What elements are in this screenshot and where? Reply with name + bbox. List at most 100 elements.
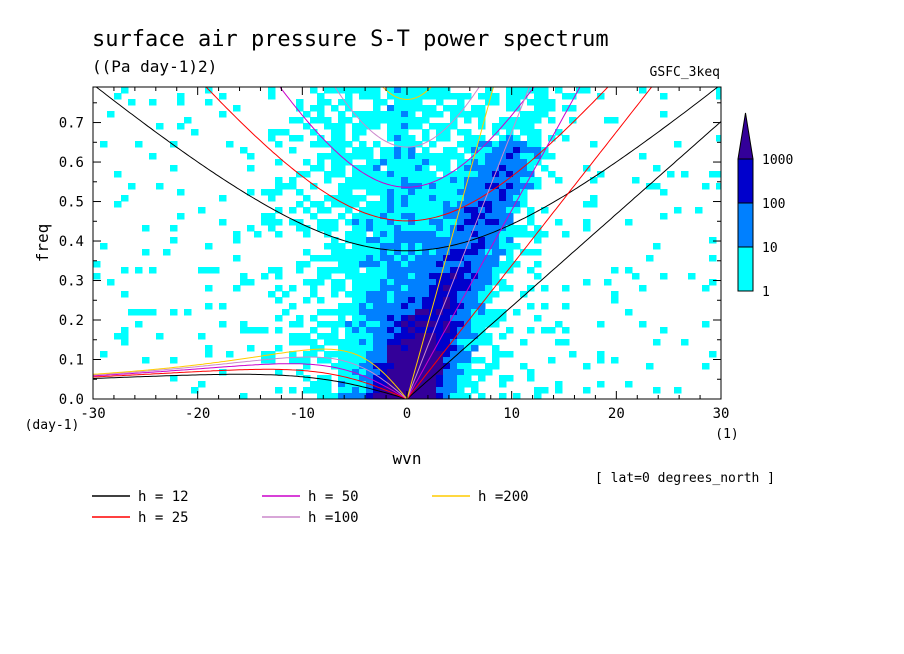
heatmap-cell [338,279,346,286]
heatmap-cell [338,369,346,376]
heatmap-cell [702,321,710,328]
heatmap-cell [324,267,332,274]
heatmap-cell [338,213,346,220]
heatmap-cell [506,123,514,130]
heatmap-cell [380,303,388,310]
heatmap-cell [366,153,374,160]
heatmap-cell [401,123,409,130]
heatmap-cell [394,243,402,250]
heatmap-cell [373,207,381,214]
heatmap-cell [436,309,444,316]
heatmap-cell [331,333,339,340]
heatmap-cell [394,369,402,376]
kelvin-wave-curve [406,121,721,399]
heatmap-cell [485,339,493,346]
heatmap-cell [597,171,605,178]
heatmap-cell [408,285,416,292]
rossby-wave-curve [93,348,408,399]
heatmap-cell [443,267,451,274]
heatmap-cell [394,285,402,292]
heatmap-cell [394,255,402,262]
heatmap-cell [401,279,409,286]
heatmap-cell [408,297,416,304]
heatmap-cell [457,267,465,274]
heatmap-cell [464,285,472,292]
heatmap-cell [373,339,381,346]
heatmap-cell [366,297,374,304]
heatmap-cell [373,111,381,118]
x-tick-label: 0 [403,406,411,422]
heatmap-cell [457,297,465,304]
heatmap-cell [429,225,437,232]
heatmap-cell [324,309,332,316]
heatmap-cell [485,333,493,340]
heatmap-cell [464,219,472,226]
heatmap-cell [415,207,423,214]
heatmap-cell [478,141,486,148]
heatmap-cell [499,147,507,154]
heatmap-cell [660,189,668,196]
heatmap-cell [359,261,367,268]
heatmap-cell [345,117,353,124]
heatmap-cell [457,339,465,346]
heatmap-cell [366,327,374,334]
heatmap-cell [422,201,430,208]
heatmap-cell [569,351,577,358]
heatmap-cell [268,213,276,220]
heatmap-cell [352,183,360,190]
heatmap-cell [499,381,507,388]
heatmap-cell [331,141,339,148]
heatmap-cell [380,243,388,250]
heatmap-cell [401,303,409,310]
heatmap-cell [464,357,472,364]
heatmap-cell [492,345,500,352]
heatmap-cell [394,303,402,310]
heatmap-cell [443,231,451,238]
heatmap-cell [212,267,220,274]
heatmap-cell [394,171,402,178]
heatmap-cell [597,351,605,358]
heatmap-cell [387,87,395,94]
heatmap-cell [387,171,395,178]
heatmap-cell [373,381,381,388]
heatmap-cell [324,99,332,106]
heatmap-cell [394,339,402,346]
heatmap-cell [422,381,430,388]
heatmap-cell [303,339,311,346]
heatmap-cell [457,153,465,160]
heatmap-cell [394,321,402,328]
heatmap-cell [436,249,444,256]
heatmap-cell [149,309,157,316]
heatmap-cell [471,105,479,112]
heatmap-cell [506,267,514,274]
heatmap-cell [303,225,311,232]
heatmap-cell [443,339,451,346]
heatmap-cell [373,375,381,382]
heatmap-cell [310,165,318,172]
heatmap-cell [499,213,507,220]
heatmap-cell [471,339,479,346]
heatmap-cell [471,381,479,388]
heatmap-cell [422,393,430,399]
heatmap-cell [345,369,353,376]
heatmap-cell [429,357,437,364]
heatmap-cell [408,315,416,322]
heatmap-cell [408,105,416,112]
rossby-wave-curve [93,363,408,399]
heatmap-cell [485,285,493,292]
heatmap-cell [352,243,360,250]
heatmap-cell [247,153,255,160]
heatmap-cell [408,273,416,280]
heatmap-cell [506,141,514,148]
heatmap-cell [478,231,486,238]
heatmap-cell [471,183,479,190]
heatmap-cell [478,177,486,184]
heatmap-cell [506,207,514,214]
heatmap-cell [198,207,206,214]
heatmap-cell [352,171,360,178]
heatmap-cell [408,267,416,274]
heatmap-cell [492,363,500,370]
heatmap-cell [331,339,339,346]
heatmap-cell [443,291,451,298]
heatmap-cell [338,309,346,316]
